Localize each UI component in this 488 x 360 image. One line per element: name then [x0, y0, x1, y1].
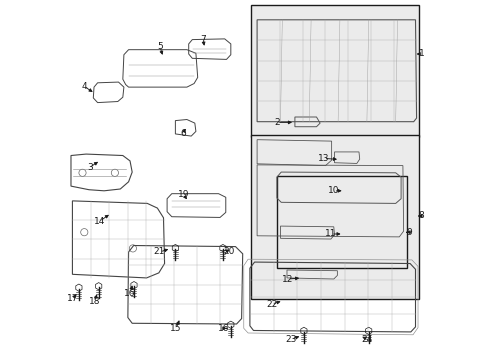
Text: 1: 1: [418, 49, 424, 58]
Text: 9: 9: [406, 228, 411, 237]
Text: 10: 10: [327, 186, 339, 195]
Text: 3: 3: [87, 163, 92, 172]
Text: 12: 12: [282, 274, 293, 284]
Text: 13: 13: [317, 154, 329, 163]
Text: 5: 5: [157, 42, 163, 51]
Text: 19: 19: [177, 190, 189, 199]
Text: 14: 14: [94, 217, 105, 226]
FancyBboxPatch shape: [250, 5, 418, 137]
Text: 24: 24: [361, 335, 372, 343]
Text: 2: 2: [274, 118, 279, 127]
Text: 4: 4: [81, 82, 87, 91]
FancyBboxPatch shape: [276, 176, 406, 268]
Text: 18: 18: [88, 297, 100, 306]
Text: 17: 17: [66, 294, 78, 303]
Text: 16: 16: [218, 324, 229, 333]
FancyBboxPatch shape: [250, 135, 418, 299]
Text: 8: 8: [418, 211, 424, 220]
Text: 16: 16: [124, 289, 136, 298]
Text: 22: 22: [265, 300, 277, 309]
Text: 21: 21: [154, 248, 165, 256]
Text: 15: 15: [170, 324, 182, 333]
Text: 7: 7: [200, 35, 205, 44]
Text: 11: 11: [325, 230, 336, 239]
Text: 23: 23: [285, 335, 296, 343]
Text: 6: 6: [180, 129, 186, 138]
Text: 20: 20: [223, 248, 235, 256]
